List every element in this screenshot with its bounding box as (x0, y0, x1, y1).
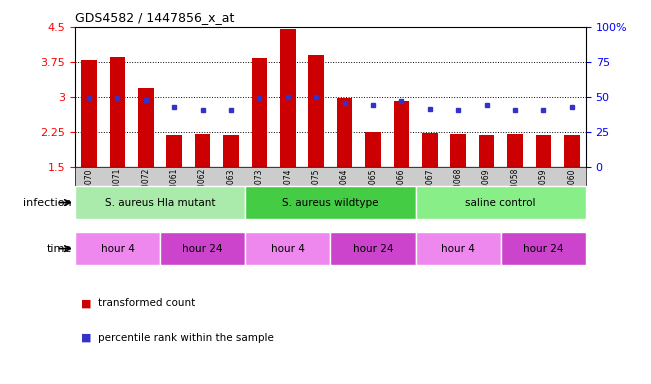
Text: saline control: saline control (465, 197, 536, 208)
Bar (365, 132, 381, 167)
Text: GDS4582 / 1447856_x_at: GDS4582 / 1447856_x_at (75, 12, 234, 25)
Text: GSM933060: GSM933060 (567, 168, 576, 215)
Bar (501, 232, 586, 265)
Bar (415, 186, 586, 219)
Text: GSM933061: GSM933061 (170, 168, 179, 214)
Text: GSM933059: GSM933059 (539, 168, 547, 215)
Text: ■: ■ (81, 298, 96, 308)
Text: hour 24: hour 24 (182, 243, 223, 254)
Text: S. aureus Hla mutant: S. aureus Hla mutant (105, 197, 215, 208)
Bar (138, 88, 154, 167)
Text: GSM933065: GSM933065 (368, 168, 378, 215)
Text: GSM933066: GSM933066 (397, 168, 406, 215)
Text: percentile rank within the sample: percentile rank within the sample (98, 333, 273, 343)
Text: GSM933067: GSM933067 (425, 168, 434, 215)
Text: GSM933069: GSM933069 (482, 168, 491, 215)
Bar (81, 60, 97, 167)
Bar (450, 134, 466, 167)
Bar (75, 186, 245, 219)
Text: GSM933064: GSM933064 (340, 168, 349, 215)
Text: GSM933072: GSM933072 (141, 168, 150, 214)
Bar (309, 55, 324, 167)
Bar (330, 232, 415, 265)
Bar (507, 134, 523, 167)
Bar (478, 135, 494, 167)
Text: hour 24: hour 24 (523, 243, 564, 254)
Bar (109, 57, 125, 167)
Text: GSM933070: GSM933070 (85, 168, 94, 215)
Text: hour 4: hour 4 (271, 243, 305, 254)
Text: infection: infection (23, 197, 72, 208)
Bar (195, 134, 210, 167)
Text: GSM933074: GSM933074 (283, 168, 292, 215)
Bar (251, 58, 267, 167)
Text: GSM933071: GSM933071 (113, 168, 122, 214)
Text: GSM933058: GSM933058 (510, 168, 519, 214)
Text: time: time (46, 243, 72, 254)
Text: hour 4: hour 4 (100, 243, 134, 254)
Bar (564, 135, 579, 167)
Bar (415, 232, 501, 265)
Text: ■: ■ (81, 333, 96, 343)
Text: hour 24: hour 24 (353, 243, 393, 254)
Text: GSM933062: GSM933062 (198, 168, 207, 214)
Bar (223, 135, 239, 167)
Text: GSM933075: GSM933075 (312, 168, 321, 215)
Bar (167, 135, 182, 167)
Bar (422, 133, 437, 167)
Bar (280, 29, 296, 167)
Bar (337, 98, 352, 167)
Text: GSM933068: GSM933068 (454, 168, 463, 214)
Bar (536, 135, 551, 167)
Text: S. aureus wildtype: S. aureus wildtype (282, 197, 379, 208)
Bar (160, 232, 245, 265)
Text: GSM933063: GSM933063 (227, 168, 236, 215)
Text: GSM933073: GSM933073 (255, 168, 264, 215)
Text: hour 4: hour 4 (441, 243, 475, 254)
Bar (245, 186, 415, 219)
Bar (75, 232, 160, 265)
Bar (394, 101, 409, 167)
Bar (245, 232, 330, 265)
Text: transformed count: transformed count (98, 298, 195, 308)
